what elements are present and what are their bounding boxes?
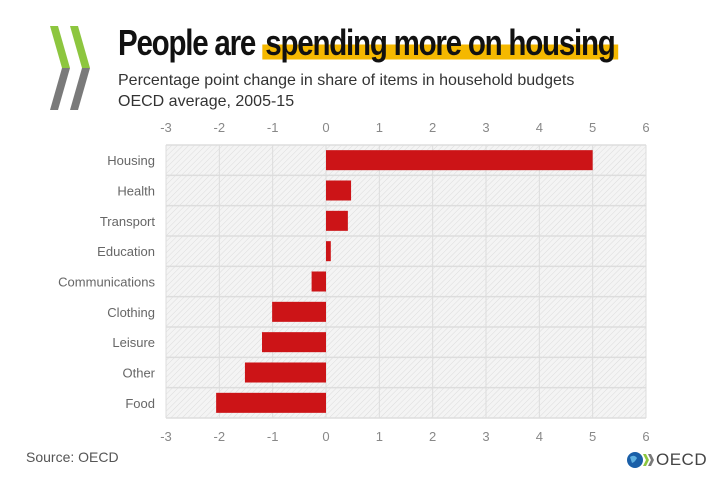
- bar-transport: [326, 210, 348, 231]
- subtitle-line1: Percentage point change in share of item…: [118, 72, 575, 89]
- category-label: Food: [125, 396, 155, 411]
- x-tick-label-bottom: 0: [322, 429, 329, 444]
- category-label: Housing: [107, 153, 155, 168]
- title-highlight: spending more on housing: [261, 22, 618, 63]
- x-tick-label-top: 1: [376, 120, 383, 135]
- x-tick-label-top: 0: [322, 120, 329, 135]
- category-label: Transport: [100, 214, 156, 229]
- bar-clothing: [272, 301, 326, 322]
- category-label: Clothing: [107, 305, 155, 320]
- source-note: Source: OECD: [26, 449, 119, 465]
- x-tick-label-top: 5: [589, 120, 596, 135]
- x-tick-label-bottom: 6: [642, 429, 649, 444]
- x-tick-label-top: 3: [482, 120, 489, 135]
- bar-leisure: [262, 332, 326, 353]
- x-tick-label-bottom: -2: [214, 429, 226, 444]
- category-label: Health: [117, 184, 155, 199]
- oecd-logo: OECD: [626, 450, 707, 470]
- x-tick-label-top: 6: [642, 120, 649, 135]
- oecd-logo-text: OECD: [656, 450, 708, 469]
- x-tick-label-bottom: -1: [267, 429, 279, 444]
- x-tick-label-top: -3: [160, 120, 172, 135]
- x-tick-label-top: 2: [429, 120, 436, 135]
- x-tick-label-top: -2: [214, 120, 226, 135]
- category-label: Other: [122, 366, 155, 381]
- bar-communications: [311, 271, 326, 292]
- category-label: Communications: [58, 275, 155, 290]
- title-plain: People are: [118, 22, 256, 63]
- category-label: Leisure: [112, 335, 155, 350]
- bar-housing: [326, 150, 593, 171]
- x-tick-label-bottom: -3: [160, 429, 172, 444]
- x-tick-label-bottom: 2: [429, 429, 436, 444]
- x-tick-label-bottom: 1: [376, 429, 383, 444]
- chart-title: People are spending more on housing: [118, 22, 618, 64]
- bar-food: [216, 392, 326, 413]
- bar-other: [244, 362, 326, 383]
- category-label: Education: [97, 244, 155, 259]
- bar-education: [326, 241, 331, 262]
- bar-health: [326, 180, 352, 201]
- x-tick-label-bottom: 5: [589, 429, 596, 444]
- subtitle-line2: OECD average, 2005-15: [118, 93, 295, 110]
- oecd-chevron-logo: [50, 26, 90, 110]
- x-tick-label-bottom: 4: [536, 429, 543, 444]
- x-tick-label-top: 4: [536, 120, 543, 135]
- x-tick-label-bottom: 3: [482, 429, 489, 444]
- plot-background: [166, 145, 646, 418]
- globe-icon: [627, 452, 654, 468]
- x-tick-label-top: -1: [267, 120, 279, 135]
